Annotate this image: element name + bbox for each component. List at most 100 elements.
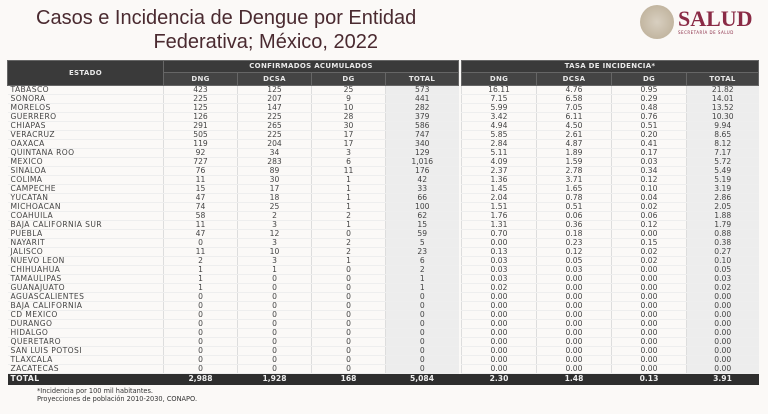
cell-dg: 1 (311, 220, 386, 230)
cell-rate-dng: 0.03 (461, 265, 537, 275)
cell-rate-dcsa: 0.05 (536, 256, 612, 266)
header-dg: DG (311, 72, 386, 86)
cell-rate-dcsa: 0.36 (536, 220, 612, 230)
cell-rate-dng: 0.03 (461, 274, 537, 284)
cell-dcsa: 283 (237, 157, 312, 167)
cell-estado: OAXACA (7, 139, 164, 149)
cell-rate-dng: 1.51 (461, 202, 537, 212)
cell-estado: CHIAPAS (7, 121, 164, 131)
cell-total: 5,084 (385, 373, 459, 385)
cell-estado: COLIMA (7, 175, 164, 185)
cell-total: 62 (384, 211, 459, 221)
cell-rate-dcsa: 7.05 (536, 103, 612, 113)
cell-estado: HIDALGO (7, 328, 164, 338)
cell-dg: 0 (311, 301, 386, 311)
cell-dg: 0 (311, 346, 386, 356)
cell-rate-total: 0.27 (686, 247, 759, 257)
table-row: JALISCO 11 10 2 23 0.13 0.12 0.02 0.27 (7, 247, 759, 257)
cell-estado: DURANGO (7, 319, 164, 329)
cell-rate-total: 9.94 (686, 121, 759, 131)
cell-rate-dg: 0.00 (611, 229, 687, 239)
cell-rate-dng: 0.03 (461, 256, 537, 266)
cell-dng: 0 (163, 346, 238, 356)
cell-rate-dg: 0.10 (611, 184, 687, 194)
cell-rate-dng: 1.31 (461, 220, 537, 230)
cell-dg: 0 (311, 265, 386, 275)
cell-rate-dg: 0.48 (611, 103, 687, 113)
cell-rate-total: 0.00 (686, 319, 759, 329)
cell-rate-dng: 5.99 (461, 103, 537, 113)
cell-rate-total: 3.91 (686, 373, 759, 385)
cell-dcsa: 25 (237, 202, 312, 212)
cell-dg: 0 (311, 229, 386, 239)
cell-total: 747 (384, 130, 459, 140)
cell-total: 0 (384, 310, 459, 320)
cell-rate-total: 0.02 (686, 283, 759, 293)
table-row: COAHUILA 58 2 2 62 1.76 0.06 0.06 1.88 (7, 211, 759, 221)
cell-dng: 74 (163, 202, 238, 212)
cell-rate-dg: 0.06 (611, 211, 687, 221)
cell-rate-dcsa: 0.00 (536, 301, 612, 311)
cell-rate-dng: 3.42 (461, 112, 537, 122)
cell-estado: BAJA CALIFORNIA (7, 301, 164, 311)
cell-dcsa: 0 (237, 319, 312, 329)
cell-rate-total: 0.00 (686, 328, 759, 338)
cell-rate-dng: 2.30 (461, 373, 537, 385)
cell-estado: TOTAL (7, 373, 164, 385)
cell-rate-total: 14.01 (686, 94, 759, 104)
header-rate-dng: DNG (461, 72, 538, 86)
table-row: MICHOACÁN 74 25 1 100 1.51 0.51 0.02 2.05 (7, 202, 759, 212)
cell-dg: 0 (311, 319, 386, 329)
cell-rate-dcsa: 1.65 (536, 184, 612, 194)
cell-rate-dcsa: 0.03 (536, 265, 612, 275)
table-row: GUANAJUATO 1 0 0 1 0.02 0.00 0.00 0.02 (7, 283, 759, 293)
cell-dg: 0 (311, 355, 386, 365)
header-tasa: TASA DE INCIDENCIA* (461, 60, 760, 73)
cell-rate-dg: 0.76 (611, 112, 687, 122)
cell-rate-dcsa: 3.71 (536, 175, 612, 185)
cell-rate-total: 0.88 (686, 229, 759, 239)
cell-rate-dg: 0.29 (611, 94, 687, 104)
cell-dcsa: 3 (237, 220, 312, 230)
salud-logo: SALUD SECRETARÍA DE SALUD (640, 5, 753, 39)
table-row: TAMAULIPAS 1 0 0 1 0.03 0.00 0.00 0.03 (7, 274, 759, 284)
table-row: NAYARIT 0 3 2 5 0.00 0.23 0.15 0.38 (7, 238, 759, 248)
table-row: QUERÉTARO 0 0 0 0 0.00 0.00 0.00 0.00 (7, 337, 759, 347)
cell-rate-dcsa: 1.59 (536, 157, 612, 167)
cell-dcsa: 12 (237, 229, 312, 239)
cell-dng: 47 (163, 193, 238, 203)
table-row: OAXACA 119 204 17 340 2.84 4.87 0.41 8.12 (7, 139, 759, 149)
page-title: Casos e Incidencia de Dengue por Entidad… (28, 6, 416, 54)
cell-rate-dcsa: 0.78 (536, 193, 612, 203)
table-row: AGUASCALIENTES 0 0 0 0 0.00 0.00 0.00 0.00 (7, 292, 759, 302)
cell-rate-dg: 0.20 (611, 130, 687, 140)
cell-dcsa: 18 (237, 193, 312, 203)
cell-rate-total: 10.30 (686, 112, 759, 122)
cell-total: 66 (384, 193, 459, 203)
cell-rate-dcsa: 0.00 (536, 364, 612, 374)
cell-dcsa: 147 (237, 103, 312, 113)
cell-rate-dcsa: 0.00 (536, 310, 612, 320)
cell-total: 0 (384, 319, 459, 329)
table-row: MÉXICO 727 283 6 1,016 4.09 1.59 0.03 5.72 (7, 157, 759, 167)
cell-dng: 1 (163, 283, 238, 293)
cell-estado: AGUASCALIENTES (7, 292, 164, 302)
cell-total: 129 (384, 148, 459, 158)
cell-estado: MICHOACÁN (7, 202, 164, 212)
cell-rate-dng: 4.94 (461, 121, 537, 131)
cell-rate-dg: 0.03 (611, 157, 687, 167)
cell-dng: 291 (163, 121, 238, 131)
cell-estado: JALISCO (7, 247, 164, 257)
cell-estado: SAN LUIS POTOSÍ (7, 346, 164, 356)
cell-rate-dg: 0.00 (611, 283, 687, 293)
cell-rate-total: 0.00 (686, 337, 759, 347)
cell-rate-dg: 0.12 (611, 175, 687, 185)
cell-rate-dcsa: 0.00 (536, 319, 612, 329)
cell-dng: 727 (163, 157, 238, 167)
cell-rate-dg: 0.00 (611, 355, 687, 365)
header-total: TOTAL (384, 72, 460, 86)
cell-rate-dcsa: 0.18 (536, 229, 612, 239)
title-line-2: Federativa; México, 2022 (153, 31, 378, 53)
cell-total: 42 (384, 175, 459, 185)
cell-rate-dng: 4.09 (461, 157, 537, 167)
